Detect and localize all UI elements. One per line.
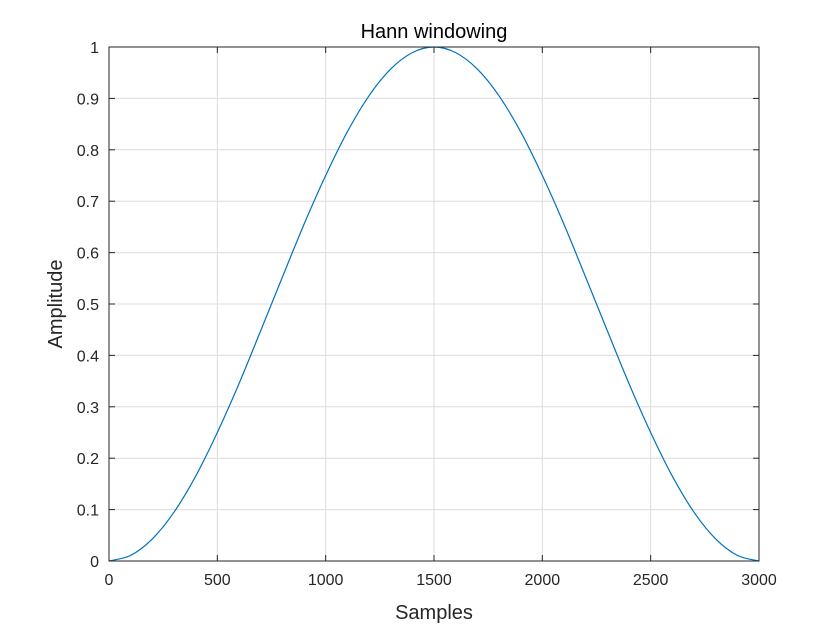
x-axis-label: Samples [395,602,473,624]
y-tick-label: 0.8 [77,143,99,160]
y-tick-label: 0.2 [77,451,99,468]
y-tick-label: 0.9 [77,91,99,108]
x-tick-label: 0 [105,572,114,589]
x-tick-label: 500 [204,572,231,589]
y-tick-labels: 0 0.1 0.2 0.3 0.4 0.5 0.6 0.7 0.8 0.9 1 [77,40,99,571]
chart-title: Hann windowing [361,21,508,43]
y-tick-label: 1 [90,40,99,57]
y-tick-label: 0.3 [77,400,99,417]
y-gridlines [109,97,759,511]
x-tick-label: 1000 [308,572,344,589]
y-tick-label: 0.4 [77,348,99,365]
x-tick-labels: 0 500 1000 1500 2000 2500 3000 [105,572,777,589]
y-tick-label: 0.7 [77,194,99,211]
y-tick-label: 0.6 [77,246,99,263]
x-tick-label: 2500 [633,572,669,589]
x-tick-label: 3000 [741,572,777,589]
x-tick-label: 1500 [416,572,452,589]
x-tick-label: 2000 [525,572,561,589]
x-ticks [108,47,760,561]
y-axis-label: Amplitude [45,260,67,349]
y-tick-label: 0.5 [77,297,99,314]
y-ticks [109,46,759,562]
y-tick-label: 0.1 [77,503,99,520]
y-tick-label: 0 [90,554,99,571]
